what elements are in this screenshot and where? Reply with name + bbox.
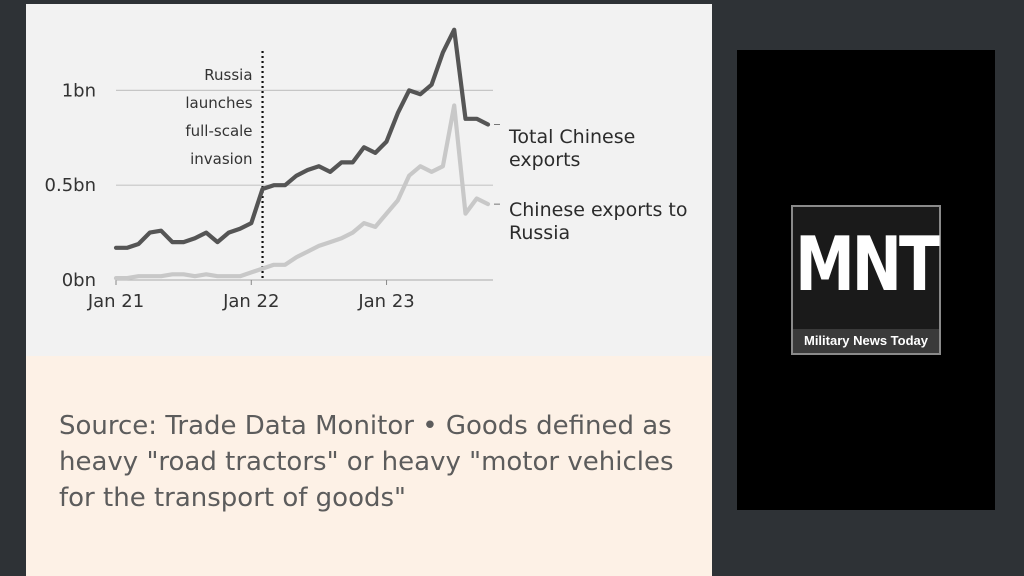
y-tick-label-0bn: 0bn: [62, 270, 96, 291]
channel-logo: MNT Military News Today: [791, 205, 941, 355]
invasion-annotation-line-2: launches: [185, 94, 252, 112]
logo-subtitle: Military News Today: [793, 329, 939, 353]
y-tick-label-1bn: 1bn: [62, 80, 96, 101]
invasion-annotation-line-4: invasion: [190, 150, 252, 168]
logo-mark: MNT: [795, 221, 940, 309]
series-line-total-chinese-exports: [113, 27, 491, 250]
source-note-panel: Source: Trade Data Monitor • Goods defin…: [26, 356, 712, 576]
chart-panel: 0bn 0.5bn 1bn Jan 21 Jan 22 Jan 23 Russia launc…: [26, 4, 712, 356]
x-tick-label-jan-22: Jan 22: [222, 291, 279, 312]
x-tick-label-jan-21: Jan 21: [87, 291, 144, 312]
source-note: Source: Trade Data Monitor • Goods defin…: [59, 411, 674, 513]
series-label-2-line-2: Russia: [509, 222, 570, 244]
invasion-annotation-line-1: Russia: [204, 66, 252, 84]
series-label-1-line-2: exports: [509, 149, 580, 171]
x-tick-label-jan-23: Jan 23: [357, 291, 414, 312]
series-line-chinese-exports-to-russia: [113, 103, 491, 281]
line-chart: 0bn 0.5bn 1bn Jan 21 Jan 22 Jan 23 Russia launc…: [45, 27, 688, 312]
series-label-2-line-1: Chinese exports to: [509, 199, 688, 221]
series-label-1-line-1: Total Chinese: [508, 126, 635, 148]
channel-logo-panel: MNT Military News Today: [737, 50, 995, 510]
invasion-annotation-line-3: full-scale: [185, 122, 252, 140]
y-tick-label-0-5bn: 0.5bn: [45, 175, 96, 196]
